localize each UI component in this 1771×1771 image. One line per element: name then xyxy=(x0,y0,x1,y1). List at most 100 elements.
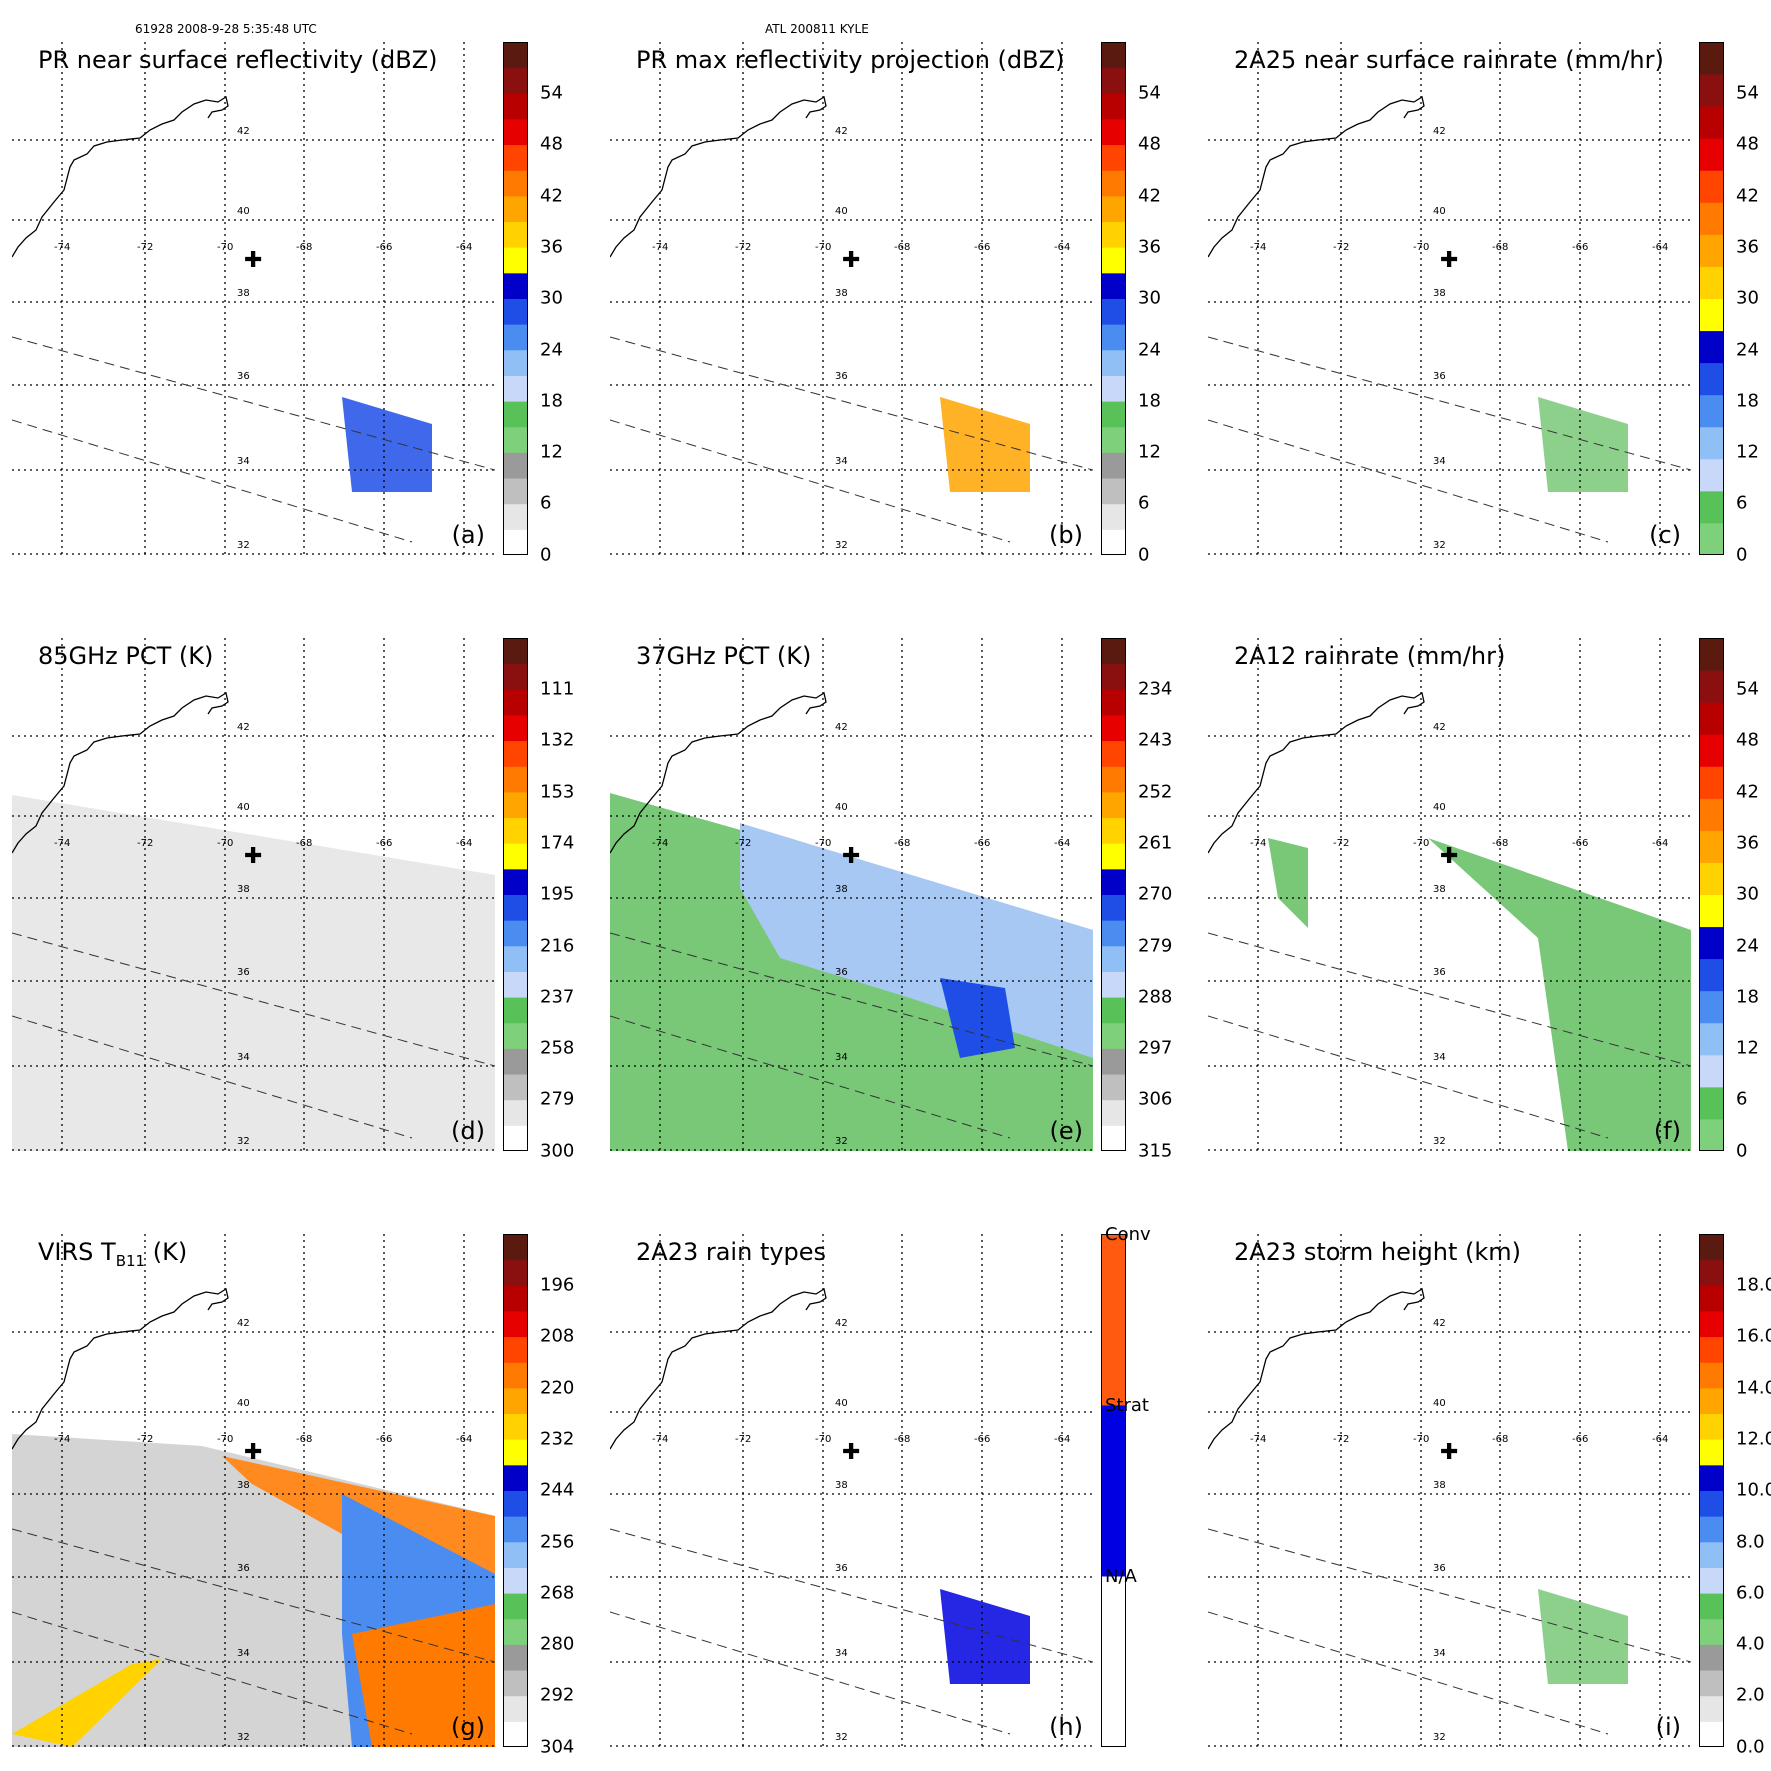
colorbar-segment xyxy=(1101,42,1126,69)
colorbar-segment xyxy=(1699,490,1724,524)
lat-label: 34 xyxy=(835,1648,848,1659)
colorbar-tick: 0 xyxy=(1736,1140,1748,1162)
colorbar-segment xyxy=(1101,93,1126,120)
colorbar-segment xyxy=(1101,1234,1126,1406)
colorbar-tick: 304 xyxy=(540,1736,575,1758)
colorbar-segment xyxy=(503,1516,528,1543)
lat-label: 36 xyxy=(237,967,250,978)
lon-label: -70 xyxy=(815,242,832,253)
panel-label: (d) xyxy=(451,1117,485,1145)
colorbar-segment xyxy=(1699,362,1724,396)
map-canvas xyxy=(12,1234,495,1747)
colorbar-segment xyxy=(503,1336,528,1363)
colorbar-segment xyxy=(1699,234,1724,267)
colorbar-segment xyxy=(503,1048,528,1075)
colorbar-tick: 18 xyxy=(1138,390,1161,412)
colorbar-tick: 12.0 xyxy=(1736,1428,1771,1450)
lon-label: -74 xyxy=(54,242,71,253)
colorbar-tick: 18 xyxy=(1736,390,1759,412)
colorbar-segment xyxy=(1699,1054,1724,1088)
colorbar-segment xyxy=(1101,195,1126,223)
colorbar xyxy=(503,42,528,555)
coastline xyxy=(1208,1287,1425,1450)
colorbar-segment xyxy=(503,843,528,870)
swath-edge xyxy=(12,1528,495,1663)
lon-label: -66 xyxy=(974,1434,991,1445)
map-canvas xyxy=(1208,42,1691,555)
lat-label: 36 xyxy=(1433,371,1446,382)
colorbar-segment xyxy=(503,817,528,844)
colorbar-tick: 12 xyxy=(540,441,563,463)
map-area: 42 40 38 36 34 32 -74 -72 -70 -68 -66 -64 ✚ PR max re… xyxy=(610,42,1093,555)
colorbar-segment xyxy=(1101,868,1126,895)
colorbar-segment xyxy=(1699,798,1724,831)
colorbar-border xyxy=(1699,1234,1724,1747)
lon-label: -64 xyxy=(1054,242,1071,253)
colorbar-tick: 315 xyxy=(1138,1140,1173,1162)
lat-label: 38 xyxy=(237,884,250,895)
panel-title: 37GHz PCT (K) xyxy=(636,642,812,670)
colorbar-tick: 54 xyxy=(1736,678,1759,700)
colorbar-tick: 18 xyxy=(540,390,563,412)
panel-b: 42 40 38 36 34 32 -74 -72 -70 -68 -66 -64 ✚ PR max re… xyxy=(610,42,1193,565)
lat-label: 34 xyxy=(237,456,250,467)
colorbar-tick: Conv xyxy=(1105,1224,1151,1245)
lon-label: -68 xyxy=(1492,242,1509,253)
colorbar-segment xyxy=(503,401,528,428)
colorbar-tick: 280 xyxy=(540,1633,575,1655)
colorbar-segment xyxy=(1699,830,1724,863)
deep-convection xyxy=(352,1604,495,1747)
panel-title: 2A12 rainrate (mm/hr) xyxy=(1234,642,1506,670)
colorbar-segment xyxy=(503,67,528,94)
colorbar-segment xyxy=(503,1721,528,1747)
colorbar-tick: 195 xyxy=(540,883,575,905)
lat-label: 36 xyxy=(237,371,250,382)
colorbar-tick: 297 xyxy=(1138,1037,1173,1059)
panel-label: (g) xyxy=(451,1713,485,1741)
colorbar-tick: 243 xyxy=(1138,729,1173,751)
colorbar-tick: 279 xyxy=(540,1088,575,1110)
colorbar-segment xyxy=(503,195,528,223)
colorbar-segment xyxy=(1101,894,1126,921)
lat-label: 42 xyxy=(1433,126,1446,137)
colorbar-segment xyxy=(503,1022,528,1049)
colorbar-segment xyxy=(1699,426,1724,460)
colorbar-tick: 42 xyxy=(1736,781,1759,803)
swath-edge xyxy=(12,1611,413,1735)
colorbar-tick: 8.0 xyxy=(1736,1531,1765,1552)
colorbar-segment xyxy=(1101,971,1126,998)
colorbar-segment xyxy=(1101,997,1126,1024)
colorbar-segment xyxy=(503,1310,528,1338)
colorbar-segment xyxy=(503,1644,528,1671)
colorbar-segment xyxy=(1699,638,1724,671)
lon-label: -72 xyxy=(735,1434,752,1445)
colorbar-tick: 258 xyxy=(540,1037,575,1059)
colorbar-tick: 216 xyxy=(540,935,575,956)
panel-title: 2A23 storm height (km) xyxy=(1234,1238,1522,1266)
lat-label: 36 xyxy=(835,1563,848,1574)
colorbar-segment xyxy=(1101,144,1126,171)
colorbar-segment xyxy=(503,1387,528,1415)
colorbar-segment xyxy=(503,1234,528,1261)
lon-label: -66 xyxy=(1572,838,1589,849)
colorbar-border xyxy=(1699,638,1724,1151)
lat-label: 34 xyxy=(237,1052,250,1063)
swath-edge xyxy=(12,419,413,543)
colorbar-segment xyxy=(1699,766,1724,799)
panel-label: (f) xyxy=(1653,1117,1681,1145)
lat-label: 38 xyxy=(835,884,848,895)
map-area: 42 40 38 36 34 32 -74 -72 -70 -68 -66 -64 ✚ 2A23 stor… xyxy=(1208,1234,1691,1747)
colorbar-tick: 252 xyxy=(1138,781,1173,803)
lat-label: 40 xyxy=(237,206,250,217)
lat-label: 40 xyxy=(835,1398,848,1409)
lat-label: 38 xyxy=(1433,884,1446,895)
colorbar-tick: 261 xyxy=(1138,832,1173,854)
colorbar-segment xyxy=(1101,1125,1126,1151)
colorbar-segment xyxy=(1699,1516,1724,1543)
colorbar-border xyxy=(1699,42,1724,555)
colorbar-segment xyxy=(1699,394,1724,428)
colorbar-segment xyxy=(503,920,528,947)
map-canvas xyxy=(610,42,1093,555)
colorbar-border xyxy=(1101,1234,1126,1747)
colorbar-segment xyxy=(503,791,528,819)
